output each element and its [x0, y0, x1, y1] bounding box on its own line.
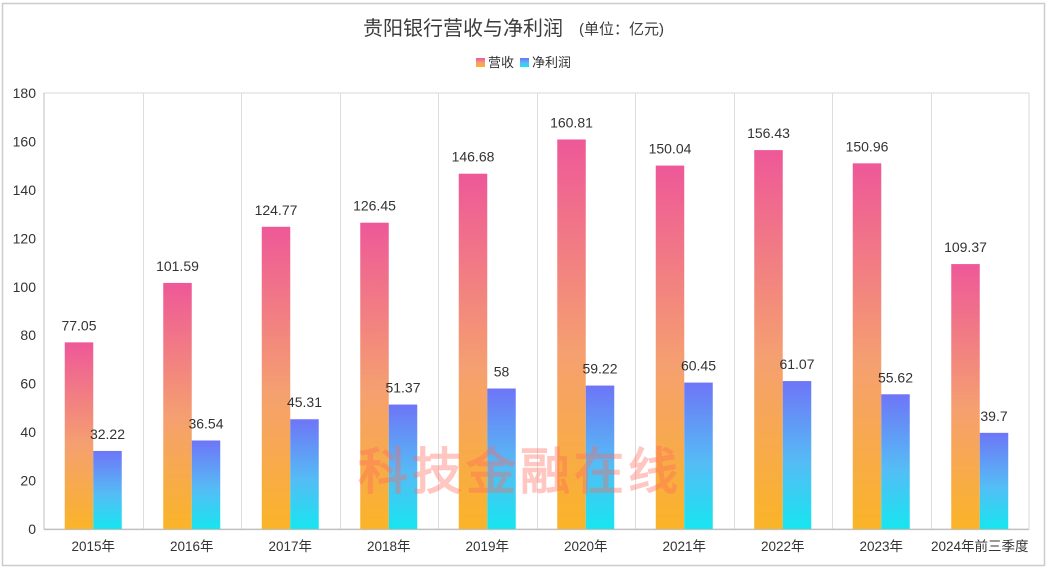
data-label-net-profit: 55.62	[878, 369, 913, 385]
bar-net-profit[interactable]	[290, 419, 319, 529]
x-tick-label: 2015年	[71, 539, 115, 554]
bar-revenue[interactable]	[852, 163, 882, 529]
y-tick-label: 180	[13, 85, 37, 101]
data-label-net-profit: 60.45	[681, 358, 716, 374]
data-label-revenue: 126.45	[353, 198, 396, 214]
bar-revenue[interactable]	[360, 222, 389, 529]
data-label-revenue: 124.77	[255, 202, 298, 218]
x-tick-label: 2023年	[859, 539, 903, 554]
bar-net-profit[interactable]	[487, 388, 516, 529]
legend-label-net-profit: 净利润	[532, 55, 571, 70]
bar-net-profit[interactable]	[585, 385, 615, 529]
y-tick-label: 100	[13, 279, 37, 295]
legend-item-net-profit[interactable]: 净利润	[520, 55, 571, 70]
bar-net-profit[interactable]	[979, 432, 1009, 529]
bar-net-profit[interactable]	[881, 394, 910, 529]
x-tick-label: 2016年	[170, 539, 214, 554]
data-labels: 77.05 32.22 101.59 36.54 124.77 45.31 126.45 51…	[61, 114, 1007, 441]
y-tick-label: 20	[20, 473, 36, 489]
legend-item-revenue[interactable]: 营收	[476, 55, 514, 70]
data-label-revenue: 156.43	[747, 125, 790, 141]
bar-revenue[interactable]	[557, 139, 586, 530]
data-label-net-profit: 45.31	[287, 394, 322, 410]
bar-net-profit[interactable]	[782, 381, 812, 529]
y-tick-label: 0	[28, 521, 36, 537]
legend[interactable]: 营收 净利润	[476, 55, 571, 70]
x-tick-label: 2020年	[564, 539, 608, 554]
chart-title: 贵阳银行营收与净利润	[363, 17, 563, 40]
y-tick-label: 120	[13, 230, 37, 246]
data-label-revenue: 150.96	[846, 138, 889, 154]
data-label-revenue: 77.05	[61, 317, 96, 333]
bar-revenue[interactable]	[754, 150, 783, 529]
data-label-revenue: 150.04	[649, 141, 692, 157]
bars	[64, 139, 1009, 530]
bar-revenue[interactable]	[64, 342, 94, 529]
bar-net-profit[interactable]	[191, 440, 221, 529]
x-tick-label: 2021年	[662, 539, 706, 554]
data-label-net-profit: 36.54	[188, 415, 223, 431]
plot-grid	[43, 92, 1030, 531]
bar-net-profit[interactable]	[684, 382, 713, 529]
y-tick-label: 160	[13, 133, 37, 149]
y-axis: 0 20 40 60 80 100 120 140 160 180	[13, 85, 37, 537]
x-tick-label: 2024年前三季度	[931, 538, 1029, 554]
x-tick-label: 2018年	[367, 539, 411, 554]
legend-label-revenue: 营收	[488, 55, 514, 70]
y-tick-label: 60	[20, 376, 36, 392]
data-label-revenue: 109.37	[944, 239, 987, 255]
x-tick-label: 2019年	[465, 539, 509, 554]
data-label-net-profit: 59.22	[582, 361, 617, 377]
chart-subtitle: (单位：亿元)	[579, 21, 664, 38]
bar-revenue[interactable]	[163, 282, 192, 529]
data-label-net-profit: 61.07	[779, 356, 814, 372]
x-axis: 2015年 2016年 2017年 2018年 2019年 2020年 2021年 2022年…	[71, 538, 1028, 554]
data-label-revenue: 146.68	[452, 149, 495, 165]
data-label-net-profit: 58	[494, 364, 510, 380]
y-tick-label: 40	[20, 424, 36, 440]
x-tick-label: 2017年	[268, 539, 312, 554]
data-label-net-profit: 32.22	[90, 426, 125, 442]
data-label-net-profit: 51.37	[385, 380, 420, 396]
legend-swatch-net-profit	[520, 58, 529, 67]
bar-revenue[interactable]	[951, 264, 980, 529]
y-tick-label: 80	[20, 327, 36, 343]
data-label-revenue: 160.81	[550, 114, 593, 130]
data-label-net-profit: 39.7	[980, 408, 1007, 424]
data-label-revenue: 101.59	[156, 258, 199, 274]
x-tick-label: 2022年	[761, 539, 805, 554]
bar-revenue[interactable]	[458, 173, 488, 530]
y-tick-label: 140	[13, 182, 37, 198]
bar-revenue[interactable]	[261, 226, 291, 529]
watermark: 科技金融在线	[358, 443, 682, 501]
bar-revenue[interactable]	[655, 165, 685, 530]
bar-net-profit[interactable]	[93, 450, 122, 529]
legend-swatch-revenue	[476, 58, 485, 67]
bar-net-profit[interactable]	[388, 404, 418, 529]
